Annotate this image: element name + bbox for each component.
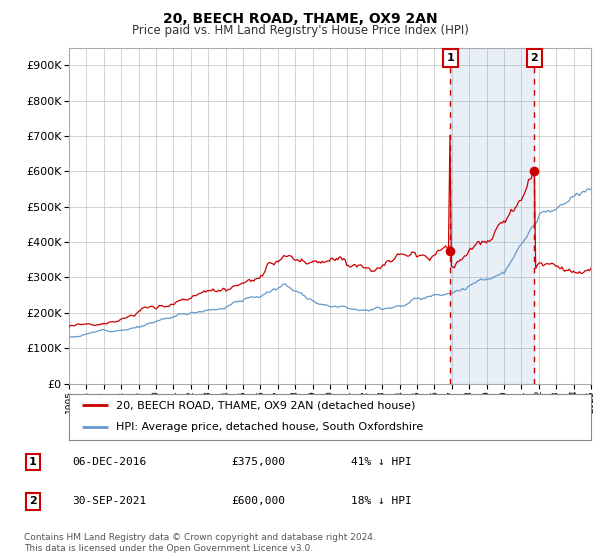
Text: 2: 2 xyxy=(29,496,37,506)
Text: 20, BEECH ROAD, THAME, OX9 2AN: 20, BEECH ROAD, THAME, OX9 2AN xyxy=(163,12,437,26)
Text: 30-SEP-2021: 30-SEP-2021 xyxy=(72,496,146,506)
Text: £600,000: £600,000 xyxy=(231,496,285,506)
Text: Contains HM Land Registry data © Crown copyright and database right 2024.
This d: Contains HM Land Registry data © Crown c… xyxy=(24,533,376,553)
Text: 2: 2 xyxy=(530,53,538,63)
Text: 20, BEECH ROAD, THAME, OX9 2AN (detached house): 20, BEECH ROAD, THAME, OX9 2AN (detached… xyxy=(116,400,415,410)
Text: 1: 1 xyxy=(29,457,37,467)
Text: 18% ↓ HPI: 18% ↓ HPI xyxy=(351,496,412,506)
Text: Price paid vs. HM Land Registry's House Price Index (HPI): Price paid vs. HM Land Registry's House … xyxy=(131,24,469,36)
Text: HPI: Average price, detached house, South Oxfordshire: HPI: Average price, detached house, Sout… xyxy=(116,422,423,432)
Text: 1: 1 xyxy=(446,53,454,63)
Text: 41% ↓ HPI: 41% ↓ HPI xyxy=(351,457,412,467)
Bar xyxy=(451,48,535,384)
Text: £375,000: £375,000 xyxy=(231,457,285,467)
Text: 06-DEC-2016: 06-DEC-2016 xyxy=(72,457,146,467)
